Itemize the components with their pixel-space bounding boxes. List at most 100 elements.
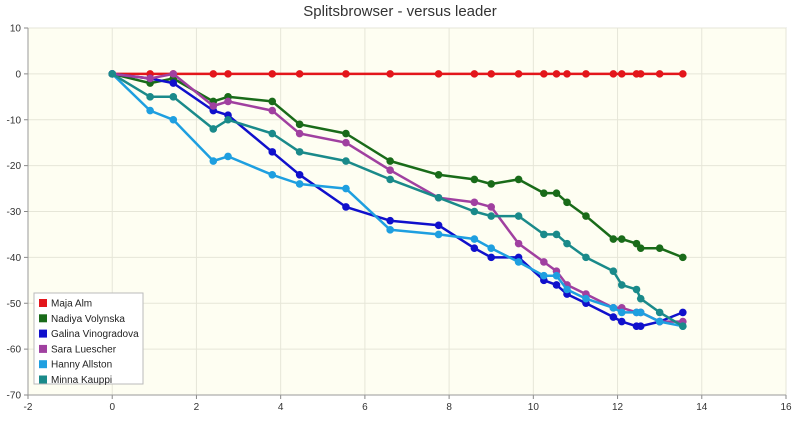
data-point bbox=[514, 258, 523, 266]
data-point bbox=[434, 230, 443, 239]
legend-swatch bbox=[39, 314, 47, 323]
y-tick-label: -20 bbox=[7, 161, 22, 172]
data-point bbox=[224, 152, 232, 161]
data-point bbox=[434, 171, 443, 179]
x-tick-label: 6 bbox=[362, 402, 368, 413]
legend-item: Minna Kauppi bbox=[39, 375, 112, 386]
series-group bbox=[108, 70, 687, 330]
data-point bbox=[514, 212, 523, 220]
data-point bbox=[563, 70, 571, 78]
x-tick-label: 16 bbox=[780, 402, 792, 413]
data-point bbox=[342, 184, 350, 193]
data-point bbox=[295, 171, 304, 179]
data-point bbox=[487, 253, 496, 262]
data-point bbox=[268, 171, 277, 179]
data-point bbox=[146, 106, 154, 115]
data-point bbox=[268, 106, 277, 115]
data-point bbox=[636, 70, 645, 78]
data-point bbox=[679, 70, 687, 78]
x-tick-label: 0 bbox=[109, 402, 115, 413]
data-point bbox=[224, 115, 232, 124]
data-point bbox=[295, 148, 304, 156]
data-point bbox=[487, 212, 496, 220]
data-point bbox=[146, 74, 154, 83]
legend-label: Hanny Allston bbox=[51, 360, 112, 371]
y-tick-label: -40 bbox=[7, 253, 22, 264]
data-point bbox=[470, 175, 479, 184]
data-point bbox=[552, 70, 561, 78]
data-point bbox=[609, 235, 618, 243]
y-tick-label: 10 bbox=[10, 24, 22, 35]
data-point bbox=[636, 322, 645, 330]
data-point bbox=[617, 281, 626, 289]
x-tick-label: 10 bbox=[528, 402, 540, 413]
data-point bbox=[386, 216, 394, 225]
data-point bbox=[582, 212, 590, 220]
data-point bbox=[434, 193, 443, 202]
y-tick-label: -60 bbox=[7, 345, 22, 356]
data-point bbox=[268, 129, 277, 138]
data-point bbox=[342, 203, 350, 211]
legend-item: Sara Luescher bbox=[39, 344, 117, 355]
data-point bbox=[655, 244, 664, 252]
data-point bbox=[209, 70, 218, 78]
data-point bbox=[470, 70, 479, 78]
y-tick-label: -50 bbox=[7, 299, 22, 310]
data-point bbox=[632, 285, 641, 294]
data-point bbox=[552, 271, 561, 280]
data-point bbox=[609, 313, 618, 321]
x-tick-label: 12 bbox=[612, 402, 624, 413]
data-point bbox=[209, 102, 218, 110]
data-point bbox=[209, 125, 218, 133]
legend-swatch bbox=[39, 344, 47, 353]
data-point bbox=[582, 253, 590, 262]
data-point bbox=[108, 70, 117, 78]
data-point bbox=[540, 70, 548, 78]
data-point bbox=[636, 294, 645, 303]
chart-title: Splitsbrowser - versus leader bbox=[303, 3, 496, 20]
data-point bbox=[609, 267, 618, 275]
data-point bbox=[224, 70, 232, 78]
data-point bbox=[268, 70, 277, 78]
data-point bbox=[563, 239, 571, 248]
y-tick-label: -10 bbox=[7, 115, 22, 126]
data-point bbox=[563, 285, 571, 294]
data-point bbox=[655, 308, 664, 317]
legend-label: Galina Vinogradova bbox=[51, 329, 139, 340]
data-point bbox=[609, 70, 618, 78]
data-point bbox=[386, 226, 394, 234]
data-point bbox=[295, 120, 304, 129]
legend-label: Minna Kauppi bbox=[51, 375, 112, 386]
data-point bbox=[617, 70, 626, 78]
data-point bbox=[434, 221, 443, 230]
x-tick-label: 8 bbox=[446, 402, 452, 413]
data-point bbox=[268, 97, 277, 106]
series-maja-alm bbox=[108, 70, 687, 78]
legend-swatch bbox=[39, 360, 47, 369]
data-point bbox=[609, 304, 618, 312]
legend-swatch bbox=[39, 299, 47, 307]
data-point bbox=[563, 198, 571, 207]
data-point bbox=[342, 138, 350, 147]
data-point bbox=[470, 235, 479, 243]
legend-item: Galina Vinogradova bbox=[39, 329, 139, 340]
data-point bbox=[342, 157, 350, 165]
y-tick-label: -30 bbox=[7, 207, 22, 218]
data-point bbox=[514, 175, 523, 184]
data-point bbox=[434, 70, 443, 78]
data-point bbox=[582, 70, 590, 78]
data-point bbox=[540, 271, 548, 280]
data-point bbox=[617, 235, 626, 243]
data-point bbox=[487, 180, 496, 188]
data-point bbox=[386, 157, 394, 165]
legend-label: Nadiya Volynska bbox=[51, 314, 125, 325]
data-point bbox=[617, 308, 626, 317]
data-point bbox=[655, 70, 664, 78]
data-point bbox=[342, 70, 350, 78]
data-point bbox=[582, 294, 590, 303]
data-point bbox=[470, 207, 479, 216]
data-point bbox=[295, 129, 304, 138]
